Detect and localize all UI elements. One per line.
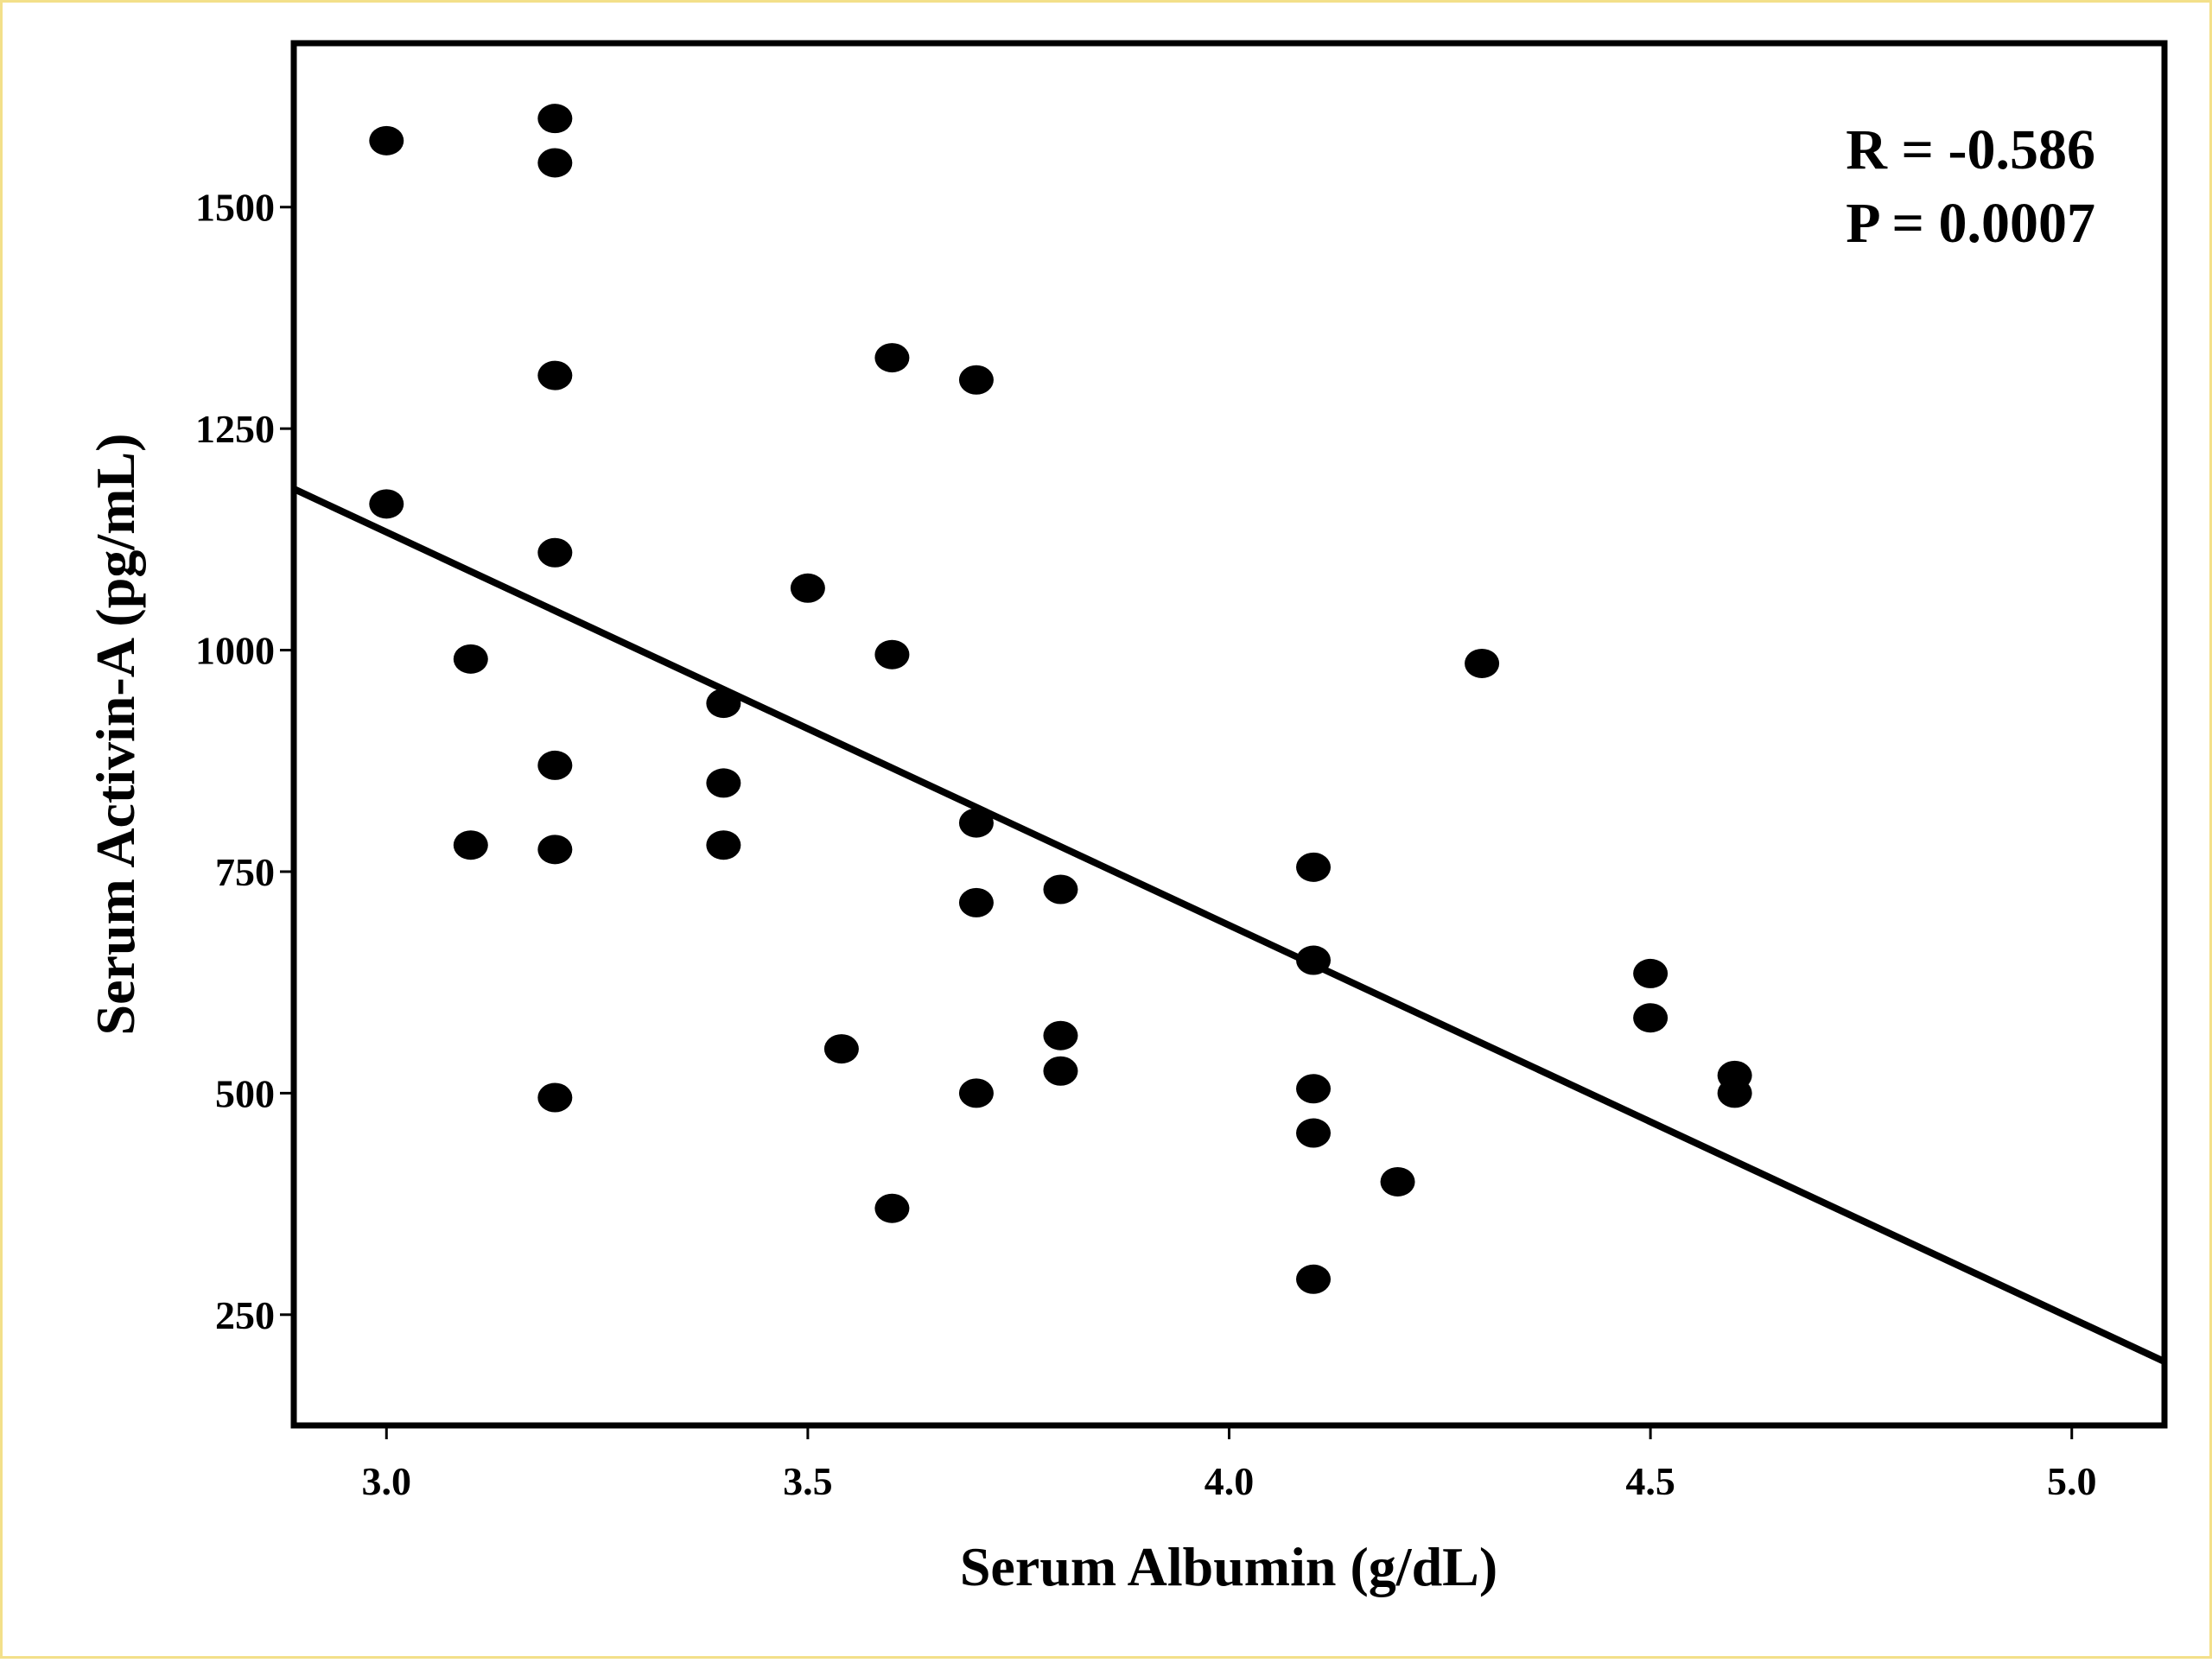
scatter-point xyxy=(1043,1056,1078,1086)
scatter-point xyxy=(958,808,994,838)
scatter-point xyxy=(958,887,994,917)
scatter-point xyxy=(453,830,488,860)
x-axis: 3.0 3.5 4.0 4.5 5.0 xyxy=(362,1425,2097,1503)
scatter-point xyxy=(537,360,573,390)
scatter-point xyxy=(958,365,994,395)
scatter-point xyxy=(537,148,573,178)
scatter-point xyxy=(874,639,910,670)
scatter-point xyxy=(706,689,741,719)
y-tick-label: 500 xyxy=(215,1071,275,1115)
x-tick-label: 3.5 xyxy=(783,1459,833,1503)
correlation-r-label: R = -0.586 xyxy=(1846,118,2095,181)
scatter-point xyxy=(1043,874,1078,904)
scatter-point xyxy=(537,537,573,568)
scatter-point xyxy=(537,835,573,865)
scatter-point xyxy=(958,1078,994,1108)
x-tick-label: 5.0 xyxy=(2047,1459,2097,1503)
scatter-point xyxy=(537,750,573,780)
scatter-point xyxy=(1043,1020,1078,1050)
y-tick-label: 1000 xyxy=(195,629,275,673)
marks-layer xyxy=(292,104,2166,1365)
x-tick-label: 4.5 xyxy=(1625,1459,1675,1503)
y-tick-label: 750 xyxy=(215,850,275,894)
scatter-point xyxy=(706,768,741,798)
scatter-point xyxy=(1296,1118,1332,1148)
scatter-point xyxy=(453,644,488,674)
scatter-point xyxy=(823,1034,859,1064)
scatter-point xyxy=(1465,648,1500,678)
x-tick-label: 3.0 xyxy=(362,1459,412,1503)
scatter-point xyxy=(1717,1078,1752,1108)
p-value-label: P = 0.0007 xyxy=(1846,192,2095,255)
scatter-point xyxy=(537,104,573,134)
y-tick-label: 1250 xyxy=(195,407,275,451)
y-axis-title: Serum Activin-A (pg/mL) xyxy=(85,434,146,1036)
scatter-point xyxy=(874,343,910,373)
scatter-point xyxy=(1296,945,1332,975)
y-tick-label: 1500 xyxy=(195,186,275,230)
scatter-point xyxy=(1633,958,1669,988)
scatter-point xyxy=(1380,1166,1415,1196)
scatter-point xyxy=(369,489,404,519)
regression-line xyxy=(292,486,2166,1365)
scatter-point xyxy=(790,573,825,603)
scatter-point xyxy=(874,1193,910,1223)
scatter-point xyxy=(1296,1074,1332,1104)
y-tick-label: 250 xyxy=(215,1293,275,1337)
y-axis: 250 500 750 1000 1250 1500 xyxy=(195,186,294,1337)
scatter-point xyxy=(706,830,741,860)
scatter-point xyxy=(537,1082,573,1113)
x-tick-label: 4.0 xyxy=(1205,1459,1255,1503)
scatter-point xyxy=(1296,852,1332,882)
scatter-point xyxy=(369,125,404,156)
scatter-point xyxy=(1633,1003,1669,1033)
x-axis-title: Serum Albumin (g/dL) xyxy=(960,1536,1497,1597)
scatter-point xyxy=(1296,1264,1332,1294)
